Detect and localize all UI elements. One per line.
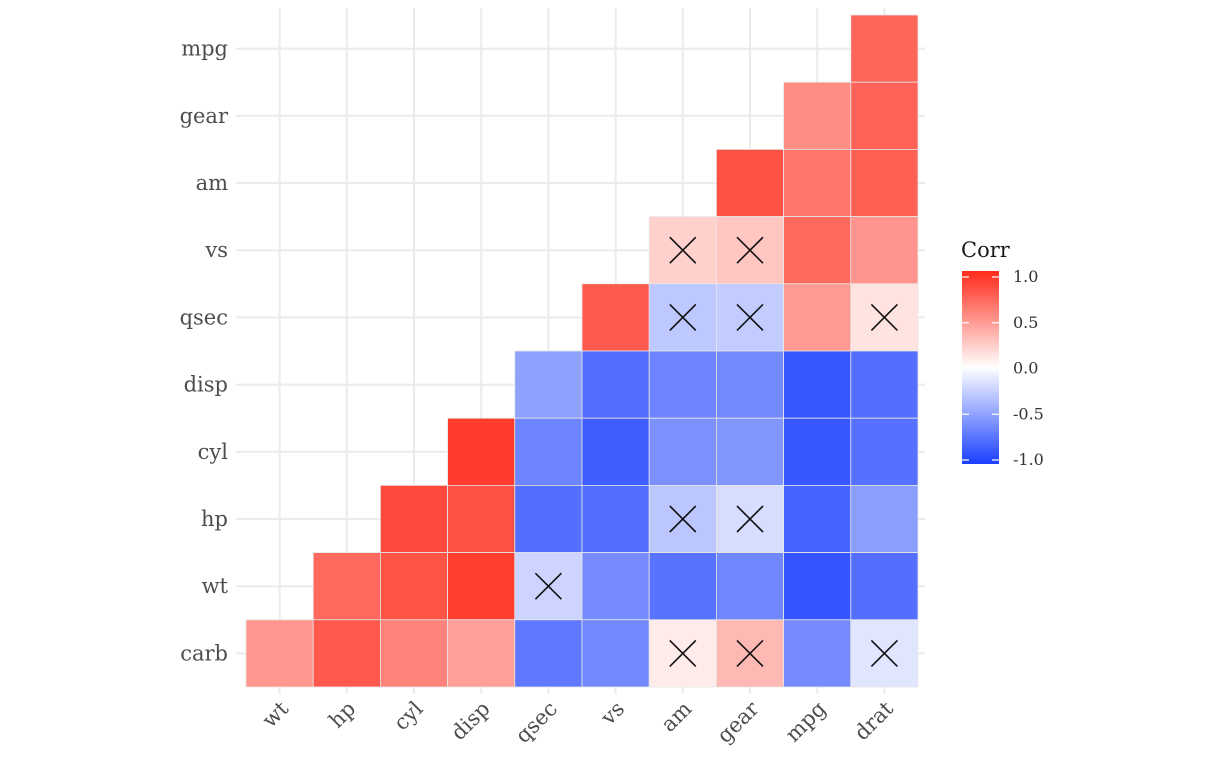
cell-mpg-qsec xyxy=(783,283,852,352)
cell-drat-vs xyxy=(850,216,919,285)
legend-ticks: 1.0 0.5 0.0 -0.5 -1.0 xyxy=(962,267,1044,469)
cell-mpg-am xyxy=(783,148,852,217)
legend: Corr 1.0 0.5 0.0 -0.5 -1.0 xyxy=(961,238,1044,469)
cell-qsec-disp xyxy=(514,350,583,419)
y-tick-label-vs: vs xyxy=(204,238,228,262)
cell-mpg-cyl xyxy=(783,417,852,486)
cell-vs-disp xyxy=(581,350,650,419)
cell-am-disp xyxy=(648,350,717,419)
legend-title: Corr xyxy=(961,238,1011,262)
cell-mpg-gear xyxy=(783,81,852,150)
cell-cyl-wt xyxy=(379,552,448,621)
cell-qsec-carb xyxy=(514,619,583,688)
x-tick-label-drat: drat xyxy=(850,696,899,745)
cell-cyl-hp xyxy=(379,484,448,553)
insignificant-cross-am-hp xyxy=(669,505,697,533)
y-tick-label-carb: carb xyxy=(180,641,228,665)
x-tick-label-hp: hp xyxy=(324,697,360,733)
insignificant-cross-am-qsec xyxy=(669,303,697,331)
cell-drat-cyl xyxy=(850,417,919,486)
x-axis-ticks: wt hp cyl disp qsec vs am gear mpg drat xyxy=(257,696,898,748)
insignificant-markers xyxy=(534,236,898,667)
y-axis-ticks: carb wt hp cyl disp qsec vs am gear mpg xyxy=(180,37,229,666)
insignificant-cross-drat-qsec xyxy=(870,303,898,331)
cell-mpg-carb xyxy=(783,619,852,688)
cell-disp-cyl xyxy=(447,417,516,486)
cell-gear-am xyxy=(716,148,785,217)
insignificant-cross-gear-hp xyxy=(736,505,764,533)
insignificant-cross-gear-qsec xyxy=(736,303,764,331)
cell-gear-disp xyxy=(716,350,785,419)
cell-disp-wt xyxy=(447,552,516,621)
y-tick-label-cyl: cyl xyxy=(198,440,229,464)
x-tick-label-mpg: mpg xyxy=(781,697,831,747)
x-tick-label-cyl: cyl xyxy=(389,696,428,735)
insignificant-cross-drat-carb xyxy=(870,639,898,667)
cell-mpg-disp xyxy=(783,350,852,419)
cell-vs-hp xyxy=(581,484,650,553)
cell-mpg-vs xyxy=(783,216,852,285)
cell-drat-gear xyxy=(850,81,919,150)
x-tick-label-gear: gear xyxy=(712,696,764,748)
cell-gear-wt xyxy=(716,552,785,621)
x-tick-label-qsec: qsec xyxy=(511,697,562,748)
cell-qsec-hp xyxy=(514,484,583,553)
y-tick-label-am: am xyxy=(196,171,229,195)
cell-hp-carb xyxy=(312,619,381,688)
insignificant-cross-gear-vs xyxy=(736,236,764,264)
cell-gear-cyl xyxy=(716,417,785,486)
x-tick-label-wt: wt xyxy=(257,696,293,732)
y-tick-label-hp: hp xyxy=(201,507,228,531)
y-tick-label-qsec: qsec xyxy=(180,305,228,329)
cell-qsec-cyl xyxy=(514,417,583,486)
legend-tick-label--1.0: -1.0 xyxy=(1013,450,1044,469)
cell-cyl-carb xyxy=(379,619,448,688)
legend-colorbar xyxy=(962,271,999,464)
cell-vs-wt xyxy=(581,552,650,621)
y-tick-label-disp: disp xyxy=(184,373,228,397)
cell-wt-carb xyxy=(245,619,314,688)
cell-hp-wt xyxy=(312,552,381,621)
cell-am-wt xyxy=(648,552,717,621)
y-tick-label-mpg: mpg xyxy=(181,37,228,61)
y-tick-label-gear: gear xyxy=(180,104,229,128)
cell-mpg-hp xyxy=(783,484,852,553)
legend-tick-label-1.0: 1.0 xyxy=(1013,267,1038,286)
legend-tick-label--0.5: -0.5 xyxy=(1013,404,1044,423)
insignificant-cross-am-carb xyxy=(669,639,697,667)
cell-drat-wt xyxy=(850,552,919,621)
cell-vs-cyl xyxy=(581,417,650,486)
x-tick-label-vs: vs xyxy=(595,697,629,731)
legend-tick-label-0.5: 0.5 xyxy=(1013,313,1038,332)
heatmap-cells xyxy=(245,14,919,688)
cell-drat-hp xyxy=(850,484,919,553)
x-tick-label-disp: disp xyxy=(446,697,494,745)
cell-disp-hp xyxy=(447,484,516,553)
cell-drat-mpg xyxy=(850,14,919,83)
cell-drat-am xyxy=(850,148,919,217)
x-tick-label-am: am xyxy=(656,697,696,737)
cell-disp-carb xyxy=(447,619,516,688)
legend-tick-label-0.0: 0.0 xyxy=(1013,359,1038,378)
cell-drat-disp xyxy=(850,350,919,419)
cell-vs-carb xyxy=(581,619,650,688)
cell-mpg-wt xyxy=(783,552,852,621)
insignificant-cross-gear-carb xyxy=(736,639,764,667)
cell-vs-qsec xyxy=(581,283,650,352)
y-tick-label-wt: wt xyxy=(202,574,229,598)
insignificant-cross-am-vs xyxy=(669,236,697,264)
cell-am-cyl xyxy=(648,417,717,486)
insignificant-cross-qsec-wt xyxy=(534,572,562,600)
